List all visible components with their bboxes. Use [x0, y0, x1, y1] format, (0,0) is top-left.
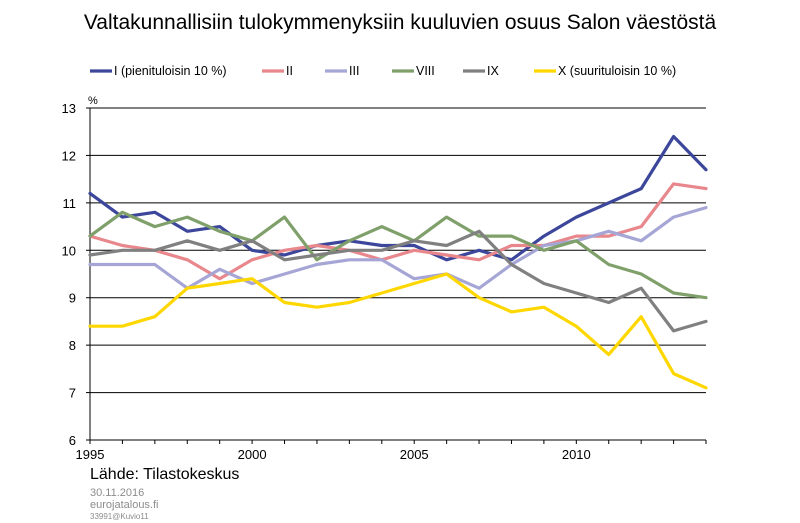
series-line-4 [88, 210, 708, 300]
date-label: 30.11.2016 [90, 487, 145, 499]
site-link[interactable]: eurojatalous.fi [90, 499, 159, 511]
y-tick-label: 10 [62, 243, 76, 258]
legend-label: VIII [416, 64, 435, 78]
series-line-5 [88, 229, 708, 333]
y-unit-label: % [88, 95, 98, 107]
x-tick-label: 2000 [238, 447, 267, 462]
legend-label: I (pienituloisin 10 %) [114, 64, 227, 78]
y-tick-label: 8 [69, 338, 76, 353]
legend-label: II [286, 64, 293, 78]
axes [86, 107, 707, 444]
source-label: Lähde: Tilastokeskus [90, 466, 240, 483]
legend: I (pienituloisin 10 %) II III VIII IX X (suur… [90, 64, 676, 78]
series-lines [88, 134, 708, 390]
chart-code-label: 33991@Kuvio11 [90, 512, 149, 521]
y-tick-label: 11 [63, 196, 77, 211]
y-tick-labels: 6 7 8 9 10 11 12 13 [62, 101, 76, 448]
legend-label: III [349, 64, 359, 78]
x-tick-label: 2005 [400, 447, 429, 462]
y-tick-label: 9 [69, 291, 76, 306]
y-tick-label: 12 [62, 148, 76, 163]
series-line-3 [88, 206, 708, 290]
x-tick-label: 2010 [562, 447, 591, 462]
series-line-6 [88, 272, 708, 390]
y-tick-label: 7 [69, 386, 76, 401]
y-tick-label: 13 [62, 101, 76, 116]
x-tick-labels: 1995 2000 2005 2010 [76, 447, 591, 462]
series-line-2 [88, 182, 708, 281]
y-tick-label: 6 [69, 433, 76, 448]
legend-label: X (suurituloisin 10 %) [558, 64, 676, 78]
legend-label: IX [487, 64, 499, 78]
gridlines [90, 107, 706, 394]
x-tick-label: 1995 [76, 447, 105, 462]
chart-title: Valtakunnallisiin tulokymmenyksiin kuulu… [84, 11, 717, 34]
